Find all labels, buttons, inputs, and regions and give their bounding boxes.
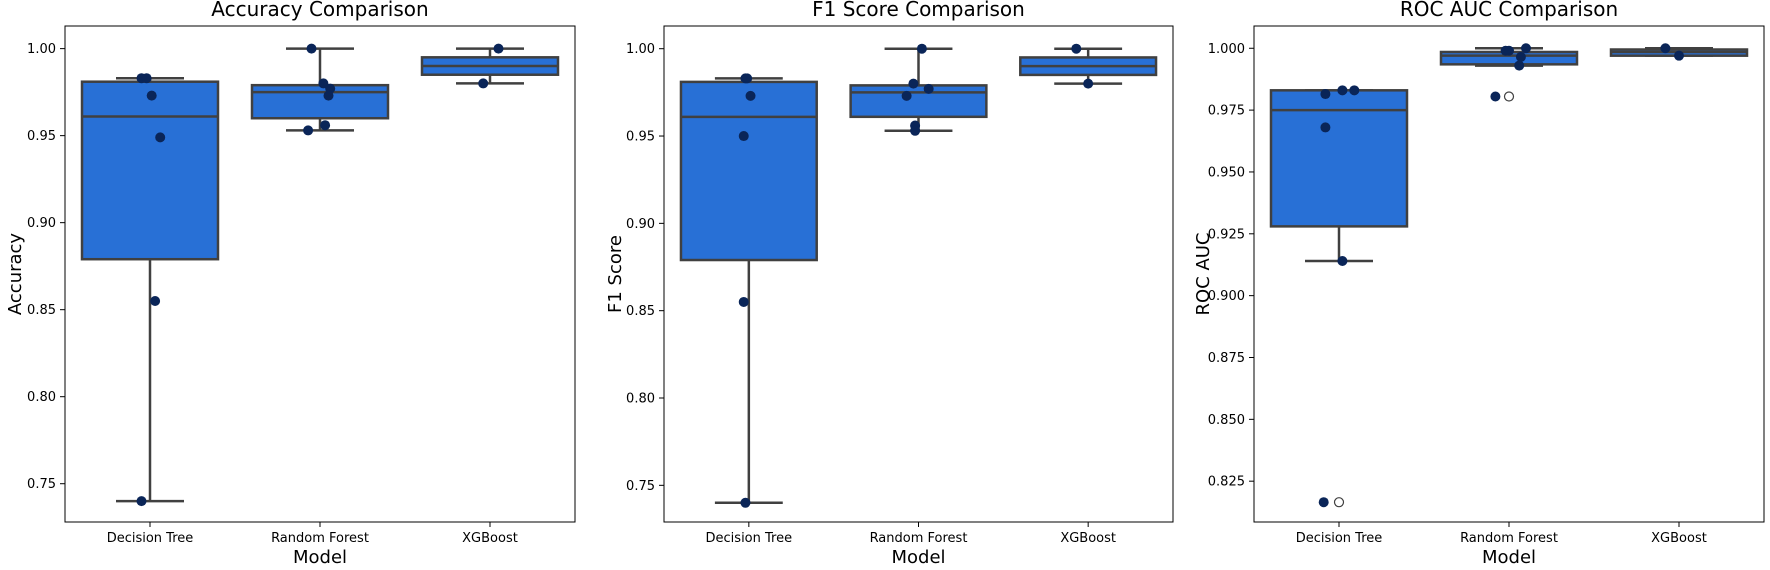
data-point: [1320, 122, 1331, 133]
roc-auc-chart-panel: ROC AUC Comparison Model ROC AUC Decisio…: [1193, 0, 1765, 568]
data-point: [1349, 85, 1360, 96]
y-tick-label: 0.80: [626, 392, 655, 407]
y-tick-label: 0.925: [1208, 227, 1245, 242]
y-tick-label: 0.875: [1208, 351, 1245, 366]
data-point: [1071, 43, 1082, 54]
y-axis-label: ROC AUC: [1193, 232, 1214, 315]
data-point: [318, 78, 329, 89]
box: [80, 80, 220, 261]
data-point: [916, 43, 927, 54]
y-tick-label: 0.950: [1208, 165, 1245, 180]
y-tick-label: 1.00: [27, 42, 56, 57]
plot-area: [1249, 25, 1765, 527]
data-point: [1674, 50, 1684, 61]
data-point: [1318, 497, 1329, 508]
y-tick-label: 0.85: [27, 303, 56, 318]
data-point: [910, 125, 921, 136]
chart-title: Accuracy Comparison: [211, 0, 428, 21]
data-point: [1521, 43, 1531, 54]
x-tick-label: Decision Tree: [706, 531, 793, 546]
y-axis-label: F1 Score: [605, 235, 626, 313]
accuracy-chart-panel: Accuracy Comparison Model Accuracy Decis…: [5, 0, 576, 568]
data-point: [1337, 256, 1348, 267]
y-tick-label: 0.825: [1208, 475, 1245, 490]
x-tick-label: Random Forest: [1460, 531, 1558, 546]
x-axis-label: Model: [1482, 547, 1536, 568]
data-point: [923, 83, 934, 94]
data-point: [493, 43, 504, 54]
data-point: [1320, 89, 1331, 100]
outlier-point: [1333, 497, 1345, 508]
data-point: [1083, 78, 1094, 89]
x-axis-label: Model: [293, 547, 347, 568]
data-point: [1660, 43, 1671, 54]
x-axis-label: Model: [891, 547, 945, 568]
data-point: [740, 497, 751, 508]
x-tick-label: XGBoost: [1651, 531, 1707, 546]
box: [1269, 89, 1409, 228]
y-tick-label: 0.900: [1208, 289, 1245, 304]
data-point: [745, 90, 756, 101]
y-tick-label: 0.80: [27, 390, 56, 405]
f1-score-chart-panel: F1 Score Comparison Model F1 Score Decis…: [605, 0, 1174, 568]
data-point: [1337, 85, 1348, 96]
x-tick-label: Random Forest: [870, 531, 968, 546]
chart-title: ROC AUC Comparison: [1400, 0, 1618, 21]
data-point: [146, 90, 157, 101]
x-tick-label: XGBoost: [1060, 531, 1116, 546]
y-tick-label: 1.000: [1208, 42, 1245, 57]
data-point: [136, 496, 147, 507]
plot-area: [60, 25, 576, 527]
y-tick-label: 1.00: [626, 42, 655, 57]
outlier-point: [1503, 91, 1515, 102]
plot-area: [659, 25, 1174, 527]
data-point: [303, 125, 314, 136]
y-tick-label: 0.850: [1208, 413, 1245, 428]
data-point: [738, 131, 749, 142]
y-tick-label: 0.90: [27, 216, 56, 231]
x-tick-label: XGBoost: [462, 531, 518, 546]
y-tick-label: 0.95: [27, 129, 56, 144]
data-point: [141, 73, 152, 84]
data-point: [155, 132, 166, 143]
y-tick-label: 0.75: [27, 477, 56, 492]
y-tick-label: 0.90: [626, 217, 655, 232]
data-point: [1504, 45, 1514, 56]
data-point: [1515, 51, 1526, 62]
data-point: [323, 90, 334, 101]
data-point: [478, 78, 489, 89]
data-point: [901, 90, 912, 101]
data-point: [742, 73, 753, 84]
x-tick-label: Decision Tree: [107, 531, 194, 546]
box: [849, 84, 988, 119]
y-tick-label: 0.75: [626, 479, 655, 494]
data-point: [1490, 91, 1501, 102]
data-point: [320, 120, 331, 131]
box: [679, 80, 818, 262]
y-tick-label: 0.95: [626, 130, 655, 145]
chart-title: F1 Score Comparison: [812, 0, 1025, 21]
y-tick-label: 0.975: [1208, 104, 1245, 119]
x-tick-label: Decision Tree: [1296, 531, 1383, 546]
data-point: [738, 296, 749, 307]
data-point: [306, 43, 317, 54]
box: [250, 83, 390, 120]
data-point: [150, 295, 161, 306]
y-axis-label: Accuracy: [5, 233, 26, 316]
x-tick-label: Random Forest: [271, 531, 369, 546]
data-point: [908, 78, 919, 89]
y-tick-label: 0.85: [626, 304, 655, 319]
data-point: [1514, 60, 1525, 71]
